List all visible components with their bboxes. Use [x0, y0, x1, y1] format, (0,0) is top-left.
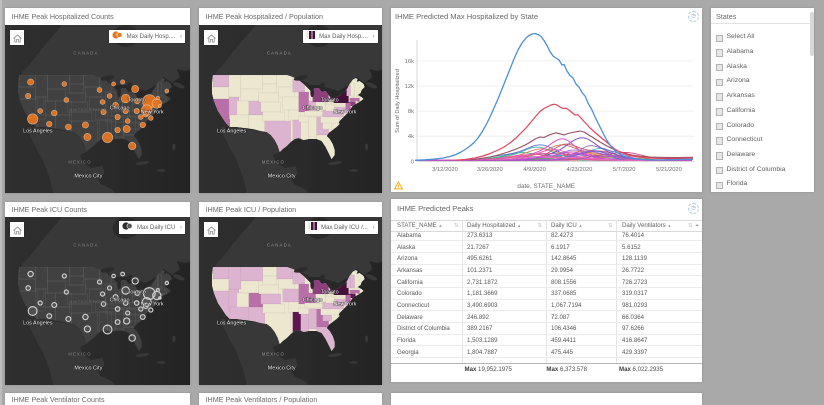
svg-text:Mexico City: Mexico City [267, 365, 295, 371]
svg-text:CANADA: CANADA [73, 242, 98, 247]
svg-text:Mexico City: Mexico City [74, 174, 102, 180]
svg-text:New York: New York [140, 110, 163, 116]
svg-text:5/21/2020: 5/21/2020 [656, 167, 682, 173]
svg-text:MEXICO: MEXICO [68, 160, 91, 165]
svg-text:Chicago: Chicago [109, 106, 129, 112]
svg-text:0: 0 [411, 159, 414, 165]
svg-text:4/9/2020: 4/9/2020 [523, 167, 546, 173]
svg-text:Toronto: Toronto [320, 97, 338, 103]
svg-text:UNITED STATES: UNITED STATES [69, 299, 107, 304]
svg-text:Los Angeles: Los Angeles [23, 320, 53, 326]
svg-text:5/7/2020: 5/7/2020 [613, 167, 636, 173]
svg-text:3/26/2020: 3/26/2020 [477, 167, 503, 173]
svg-text:MEXICO: MEXICO [68, 351, 91, 356]
svg-text:12k: 12k [405, 84, 414, 90]
svg-text:Mexico City: Mexico City [267, 173, 295, 179]
svg-text:Los Angeles: Los Angeles [23, 129, 53, 135]
svg-text:Chicago: Chicago [109, 297, 129, 303]
svg-text:16k: 16k [405, 59, 414, 65]
svg-text:Mexico City: Mexico City [74, 365, 102, 371]
svg-text:Los Angeles: Los Angeles [216, 128, 246, 134]
svg-text:4/23/2020: 4/23/2020 [567, 167, 593, 173]
svg-text:Los Angeles: Los Angeles [216, 320, 246, 326]
svg-text:4k: 4k [408, 134, 414, 140]
svg-text:Chicago: Chicago [302, 105, 322, 111]
svg-text:MEXICO: MEXICO [261, 159, 284, 164]
svg-text:Chicago: Chicago [302, 297, 322, 303]
svg-text:MEXICO: MEXICO [261, 351, 284, 356]
svg-text:CANADA: CANADA [266, 242, 291, 247]
svg-text:UNITED STATES: UNITED STATES [69, 107, 107, 112]
svg-text:Toronto: Toronto [320, 289, 338, 295]
svg-text:New York: New York [333, 109, 356, 115]
svg-text:8k: 8k [408, 109, 414, 115]
svg-text:3/12/2020: 3/12/2020 [432, 167, 458, 173]
svg-text:Toronto: Toronto [127, 98, 145, 104]
svg-text:CANADA: CANADA [73, 51, 98, 56]
svg-text:New York: New York [333, 301, 356, 307]
svg-text:Toronto: Toronto [127, 289, 145, 295]
svg-text:New York: New York [140, 301, 163, 307]
svg-text:CANADA: CANADA [266, 50, 291, 55]
